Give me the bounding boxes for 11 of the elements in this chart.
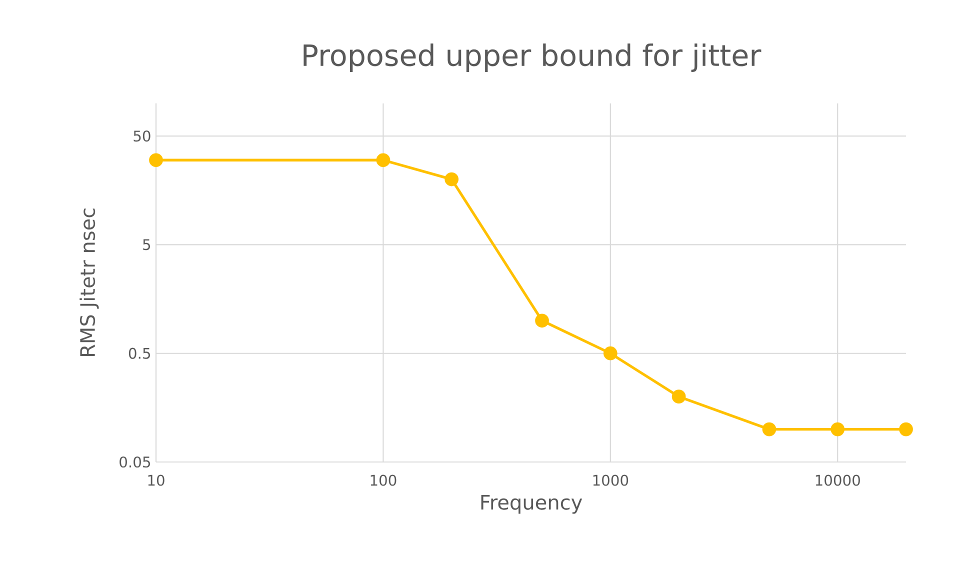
x-tick-label: 10 — [148, 474, 164, 486]
y-axis-title: RMS Jitetr nsec — [80, 208, 99, 356]
y-tick-label: 50 — [134, 130, 150, 142]
y-tick-label: 5 — [143, 239, 150, 250]
chart-title: Proposed upper bound for jitter — [304, 44, 762, 72]
x-axis-title: Frequency — [481, 494, 582, 514]
x-tick-label: 10000 — [816, 474, 860, 486]
y-tick-label: 0.05 — [120, 456, 150, 468]
y-tick-label: 0.5 — [128, 348, 150, 359]
x-tick-label: 1000 — [593, 474, 628, 486]
x-tick-label: 100 — [370, 474, 396, 486]
